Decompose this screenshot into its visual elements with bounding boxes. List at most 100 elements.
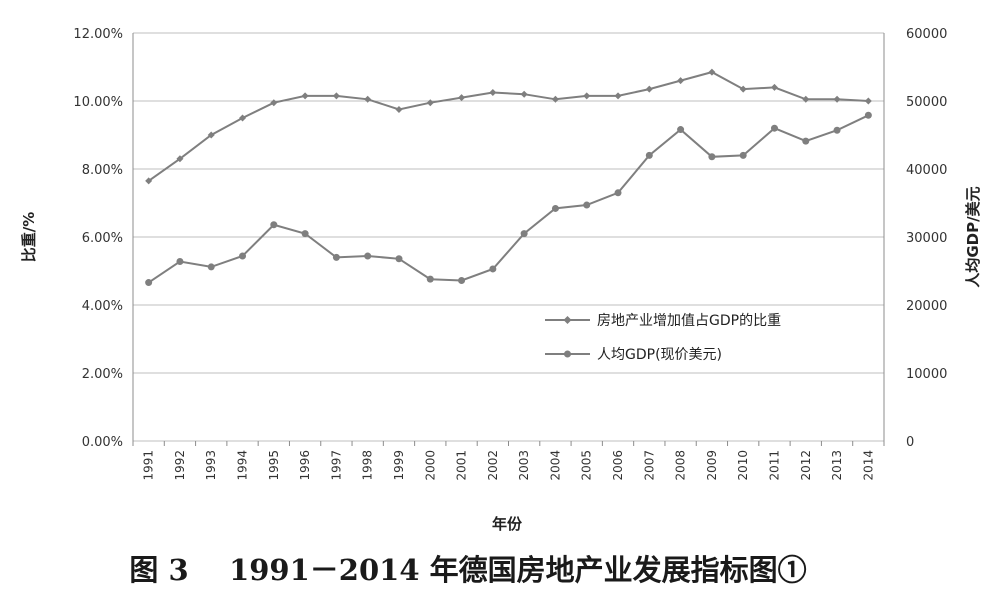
legend-label-gdp: 人均GDP(现价美元)	[597, 347, 722, 363]
x-tick-label: 2013	[830, 450, 844, 481]
data-point-share	[239, 114, 247, 122]
x-tick-label: 2007	[642, 450, 656, 481]
data-point-gdp	[833, 126, 841, 134]
y-left-tick-label: 0.00%	[82, 435, 123, 450]
data-point-gdp	[364, 252, 372, 260]
x-tick-label: 2000	[423, 450, 437, 481]
x-tick-label: 2005	[580, 450, 594, 481]
y-left-axis-title: 比重/%	[20, 212, 38, 263]
x-tick-label: 2001	[455, 450, 469, 481]
data-point-share	[864, 97, 872, 105]
data-point-share	[833, 95, 841, 103]
data-point-gdp	[332, 253, 340, 261]
y-left-tick-label: 12.00%	[73, 27, 123, 42]
data-point-gdp	[145, 279, 153, 287]
y-right-tick-label: 50000	[906, 95, 947, 110]
legend: 房地产业增加值占GDP的比重 人均GDP(现价美元)	[545, 313, 781, 363]
x-axis-title: 年份	[492, 515, 523, 533]
series-line-1	[148, 114, 869, 284]
y-right-tick-label: 40000	[906, 163, 947, 178]
x-tick-label: 1998	[361, 450, 375, 481]
x-tick-label: 2008	[674, 450, 688, 481]
data-point-share	[395, 106, 403, 113]
data-point-share	[739, 85, 747, 93]
y-left-tick-label: 4.00%	[82, 299, 123, 314]
data-point-gdp	[677, 126, 685, 134]
data-point-gdp	[207, 263, 215, 271]
data-point-share	[426, 99, 434, 107]
data-point-gdp	[583, 201, 591, 209]
x-tick-label: 2009	[705, 450, 719, 481]
data-point-gdp	[551, 204, 559, 212]
data-point-share	[802, 95, 810, 103]
data-point-share	[614, 92, 622, 100]
x-tick-label: 1993	[204, 450, 218, 481]
y-right-axis-title: 人均GDP/美元	[964, 186, 982, 287]
figure-caption: 图 3 1991－2014 年德国房地产业发展指标图①	[129, 553, 806, 587]
x-tick-label: 1999	[392, 450, 406, 481]
data-point-gdp	[489, 265, 497, 273]
data-point-gdp	[458, 277, 466, 285]
data-series	[145, 68, 872, 287]
data-point-gdp	[645, 151, 653, 159]
y-left-tick-label: 2.00%	[82, 367, 123, 382]
data-point-gdp	[426, 275, 434, 283]
x-tick-label: 2006	[611, 450, 625, 481]
data-point-share	[364, 95, 372, 103]
data-point-gdp	[270, 221, 278, 229]
x-tick-label: 1992	[173, 450, 187, 481]
x-tick-label: 1995	[267, 450, 281, 481]
x-tick-label: 1996	[298, 450, 312, 481]
data-point-gdp	[176, 257, 184, 265]
data-point-share	[520, 90, 528, 98]
legend-label-share: 房地产业增加值占GDP的比重	[597, 313, 781, 329]
y-right-tick-label: 10000	[906, 367, 947, 382]
data-point-share	[207, 131, 215, 139]
x-tick-label: 2002	[486, 450, 500, 481]
y-right-tick-label: 20000	[906, 299, 947, 314]
data-point-gdp	[708, 153, 716, 161]
x-tick-label: 1997	[329, 450, 343, 481]
x-tick-label: 2011	[767, 450, 781, 481]
data-point-share	[145, 177, 153, 185]
legend-marker-gdp	[564, 350, 571, 358]
y-right-tick-label: 0	[906, 435, 914, 450]
data-point-share	[583, 92, 591, 100]
legend-marker-share	[563, 316, 572, 324]
data-point-share	[332, 92, 340, 100]
x-tick-label: 1994	[236, 450, 250, 481]
data-point-share	[708, 68, 716, 76]
data-point-gdp	[239, 252, 247, 260]
data-point-share	[458, 94, 466, 102]
data-point-gdp	[520, 230, 528, 238]
data-point-gdp	[301, 230, 309, 238]
grid-lines	[133, 32, 884, 442]
y-right-tick-label: 30000	[906, 231, 947, 246]
data-point-share	[551, 95, 559, 103]
data-point-gdp	[864, 111, 872, 119]
series-line-0	[148, 71, 869, 182]
data-point-share	[489, 89, 497, 96]
y-left-tick-label: 8.00%	[82, 163, 123, 178]
data-point-share	[770, 83, 778, 91]
x-tick-label: 2010	[736, 450, 750, 481]
x-tick-label: 2014	[861, 450, 875, 481]
y-left-tick-label: 10.00%	[73, 95, 123, 110]
y-left-tick-label: 6.00%	[82, 231, 123, 246]
data-point-share	[301, 92, 309, 100]
data-point-gdp	[802, 137, 810, 145]
data-point-share	[176, 155, 184, 163]
data-point-share	[645, 85, 653, 93]
x-tick-label: 2003	[517, 450, 531, 481]
data-point-gdp	[614, 189, 622, 197]
data-point-share	[270, 99, 278, 107]
x-tick-label: 1991	[142, 450, 156, 481]
data-point-gdp	[739, 151, 747, 159]
y-right-tick-label: 60000	[906, 27, 947, 42]
x-tick-label: 2012	[799, 450, 813, 481]
data-point-gdp	[770, 124, 778, 132]
data-point-share	[677, 77, 685, 85]
x-tick-label: 2004	[548, 450, 562, 481]
